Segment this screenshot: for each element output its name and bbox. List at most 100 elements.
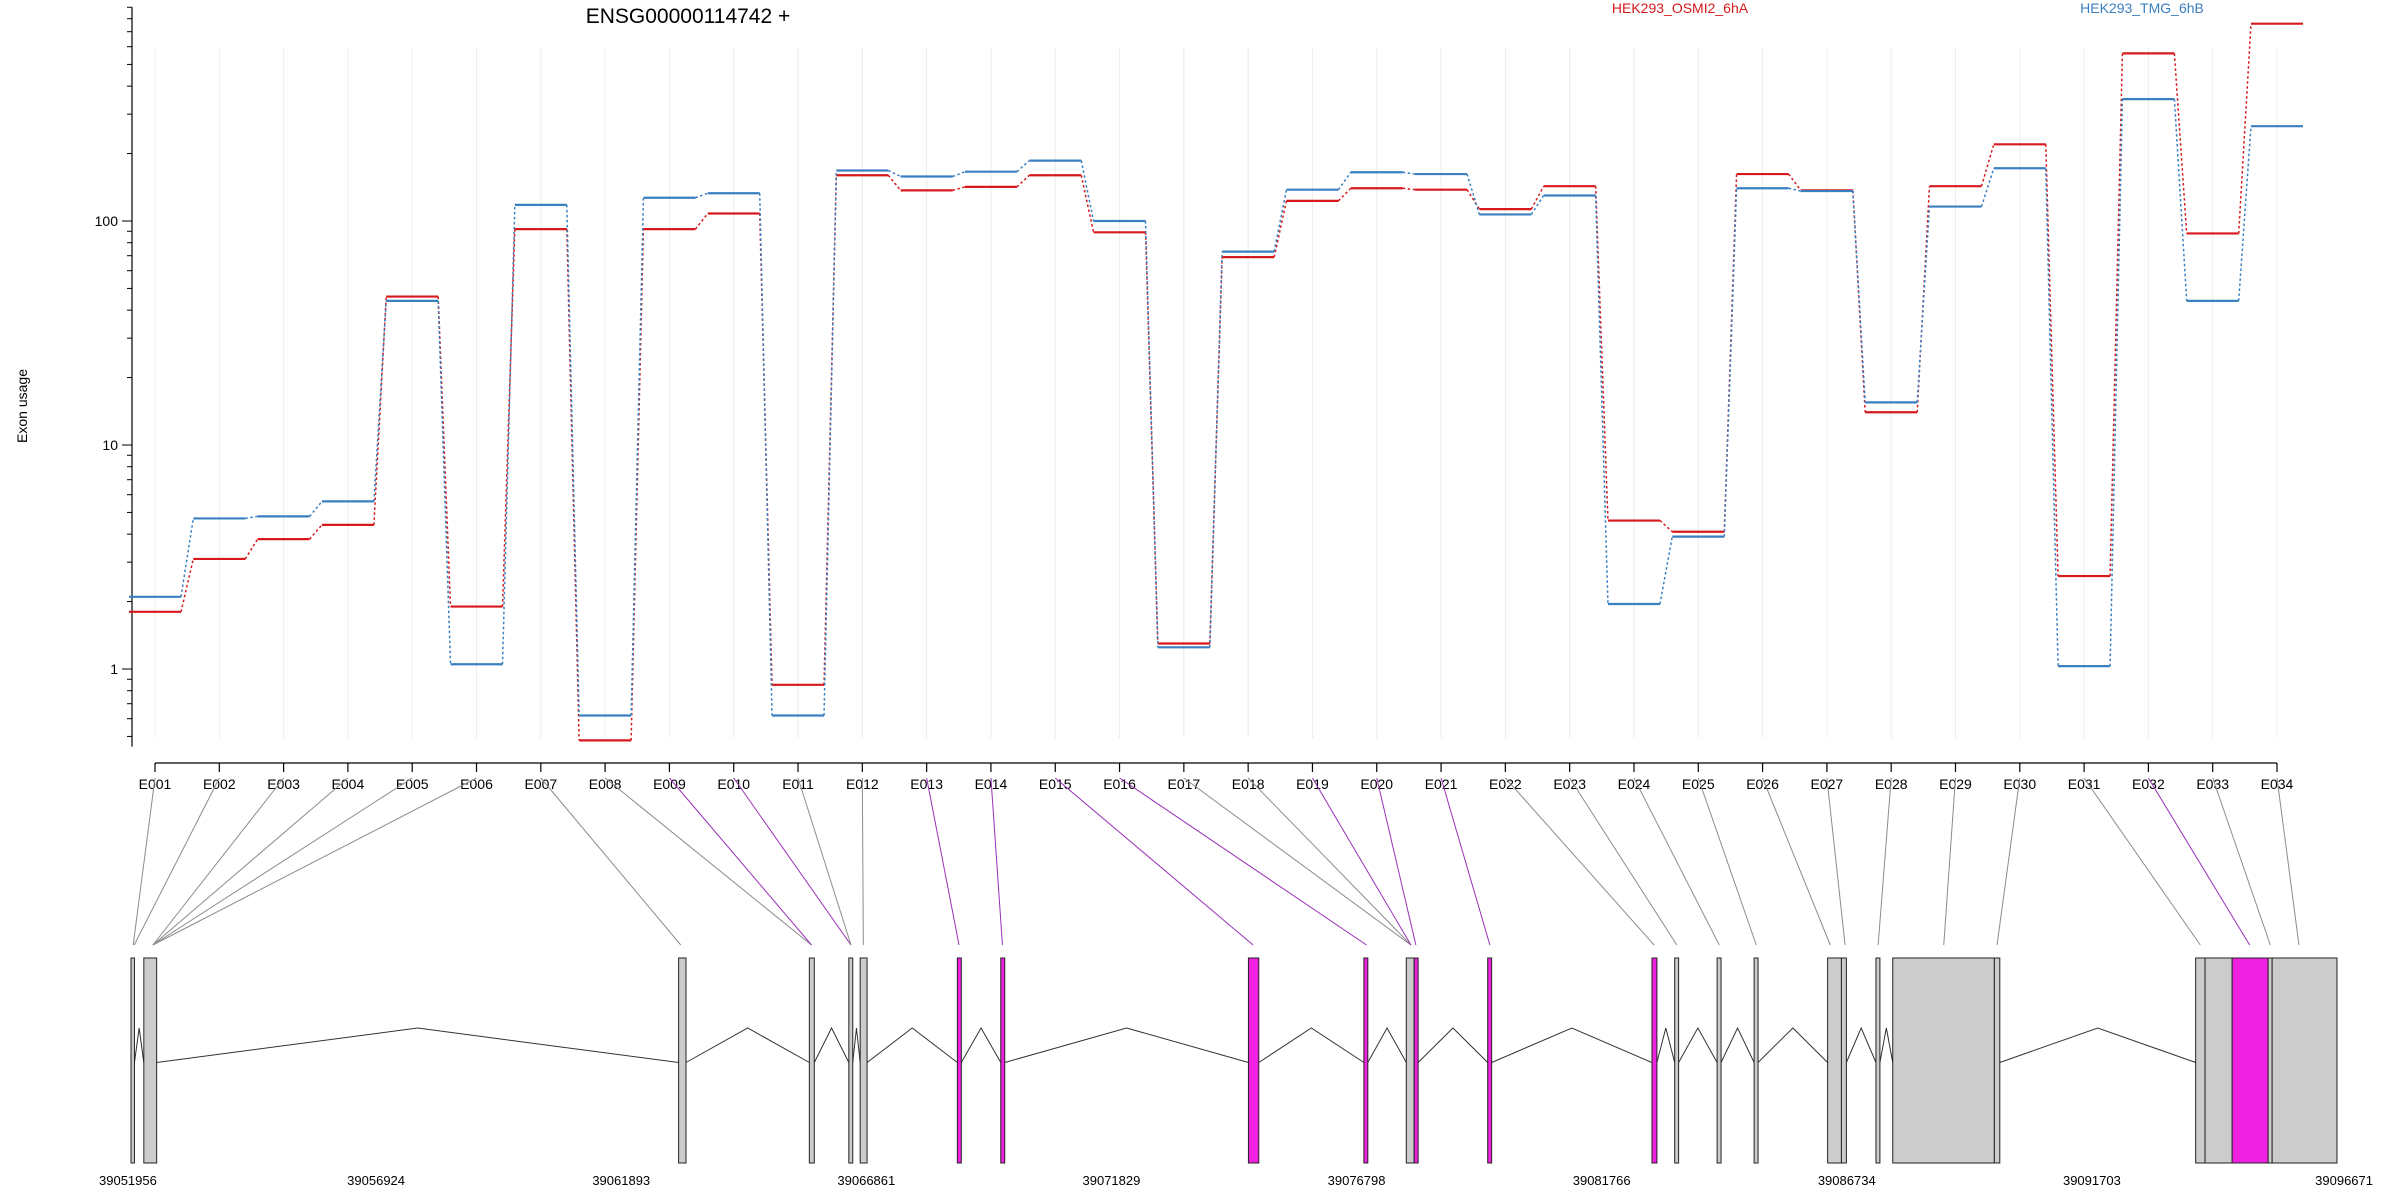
series-2 xyxy=(129,98,2303,717)
coordinate-label-9: 39091703 xyxy=(2063,1173,2121,1188)
coordinate-label-7: 39081766 xyxy=(1573,1173,1631,1188)
exon-block-12 xyxy=(1413,957,1419,1164)
exon-block-11 xyxy=(1405,957,1415,1164)
connector-E029 xyxy=(1943,777,1956,946)
connector-E006 xyxy=(152,777,477,946)
vertical-gridlines xyxy=(154,47,2278,738)
chart-title: ENSG00000114742 + xyxy=(586,5,791,28)
exon-block-3 xyxy=(678,957,687,1164)
x-tick-label-E016: E016 xyxy=(1103,776,1136,792)
series-1-connector xyxy=(1402,187,1416,191)
connector-E002 xyxy=(133,777,220,946)
x-axis: E001 E002 E003 E004 E005 E006 E007 E008 E009 E010… xyxy=(139,762,2294,792)
exon-block-2 xyxy=(143,957,158,1164)
genomic-coordinate-axis: 39051956 39056924 39061893 39066861 39071829… xyxy=(99,1173,2373,1188)
intron-line xyxy=(133,1027,145,1063)
series-1-connector xyxy=(952,186,966,192)
exon-block-22 xyxy=(1993,957,2001,1164)
connector-E004 xyxy=(152,777,349,946)
connector-E007 xyxy=(540,777,682,946)
x-tick-label-E023: E023 xyxy=(1553,776,1586,792)
connector-E024 xyxy=(1633,777,1720,946)
series-1-connector xyxy=(2045,144,2059,577)
x-tick-label-E025: E025 xyxy=(1682,776,1715,792)
connector-E033 xyxy=(2212,777,2271,946)
x-tick-label-E020: E020 xyxy=(1360,776,1393,792)
series-1-connector xyxy=(1016,174,1030,188)
connector-E034 xyxy=(2276,777,2300,946)
series-2-connector xyxy=(1916,206,1931,403)
y-tick-label-100: 100 xyxy=(95,213,119,229)
exon-block-6 xyxy=(859,957,868,1164)
intron-line xyxy=(813,1026,850,1063)
connector-E032 xyxy=(2147,777,2251,946)
x-tick-label-E018: E018 xyxy=(1232,776,1265,792)
exon-block-7 xyxy=(956,957,962,1164)
series-2-connector xyxy=(1852,191,1866,403)
intron-line xyxy=(960,1026,1002,1063)
series-1-connector xyxy=(1787,173,1802,191)
connector-E021 xyxy=(1440,777,1491,946)
x-tick-label-E001: E001 xyxy=(139,776,172,792)
series-2-connector xyxy=(2045,168,2059,667)
series-1-connector xyxy=(244,538,259,560)
x-tick-label-E006: E006 xyxy=(460,776,493,792)
exon-block-21 xyxy=(1892,957,1995,1164)
series-2-connector xyxy=(1466,173,1481,215)
series-1 xyxy=(129,22,2303,742)
series-2-connector xyxy=(1788,187,1802,192)
exon-block-9 xyxy=(1247,957,1260,1164)
connector-E028 xyxy=(1877,777,1892,946)
coordinate-label-10: 39096671 xyxy=(2315,1173,2373,1188)
series-layer xyxy=(129,22,2303,742)
series-2-connector xyxy=(1980,168,1995,207)
series-2-connector xyxy=(1659,536,1674,605)
series-2-connector xyxy=(758,193,773,716)
intron-line xyxy=(1004,1027,1249,1063)
series-2-connector xyxy=(1144,220,1159,648)
coordinate-label-5: 39071829 xyxy=(1083,1173,1141,1188)
intron-line xyxy=(1720,1026,1755,1063)
series-2-connector xyxy=(1016,160,1030,173)
exon-block-4 xyxy=(808,957,815,1164)
series-2-connector xyxy=(566,204,580,716)
connector-E015 xyxy=(1054,777,1254,946)
x-tick-label-E008: E008 xyxy=(589,776,622,792)
coordinate-label-4: 39066861 xyxy=(837,1173,895,1188)
connector-E009 xyxy=(669,777,812,946)
connector-E014 xyxy=(990,777,1003,946)
series-1-connector xyxy=(309,524,323,540)
exon-block-16 xyxy=(1716,957,1722,1164)
series-2-connector xyxy=(180,518,195,597)
connector-E012 xyxy=(861,777,864,946)
exon-block-15 xyxy=(1674,957,1680,1164)
coordinate-label-8: 39086734 xyxy=(1818,1173,1876,1188)
series-1-connector xyxy=(1466,189,1480,210)
series-2-connector xyxy=(1402,171,1416,175)
legend-series-1: HEK293_OSMI2_6hA xyxy=(1612,0,1749,16)
series-2-connector xyxy=(373,300,387,502)
series-2-connector xyxy=(1273,189,1288,252)
series-1-connector xyxy=(1337,187,1352,202)
series-2-connector xyxy=(501,204,516,665)
connector-E023 xyxy=(1569,777,1678,946)
connector-E008 xyxy=(604,777,812,946)
series-1-connector xyxy=(694,213,709,230)
intron-line xyxy=(1367,1026,1407,1063)
intron-line xyxy=(1879,1027,1894,1063)
series-2-connector xyxy=(1080,160,1095,222)
x-tick-label-E033: E033 xyxy=(2196,776,2229,792)
connector-E005 xyxy=(152,777,413,946)
series-1-connector xyxy=(1273,200,1288,258)
y-axis: 1 10 100 xyxy=(95,6,133,747)
exon-block-27 xyxy=(2271,957,2338,1164)
series-2-connector xyxy=(437,300,452,665)
exon-block-17 xyxy=(1753,957,1759,1164)
connector-E013 xyxy=(926,777,960,946)
connector-E018 xyxy=(1247,777,1412,946)
intron-line xyxy=(1999,1027,2196,1063)
exon-block-10 xyxy=(1363,957,1369,1164)
connector-E011 xyxy=(797,777,852,946)
intron-line xyxy=(1491,1027,1653,1063)
series-2-connector xyxy=(1594,195,1609,605)
